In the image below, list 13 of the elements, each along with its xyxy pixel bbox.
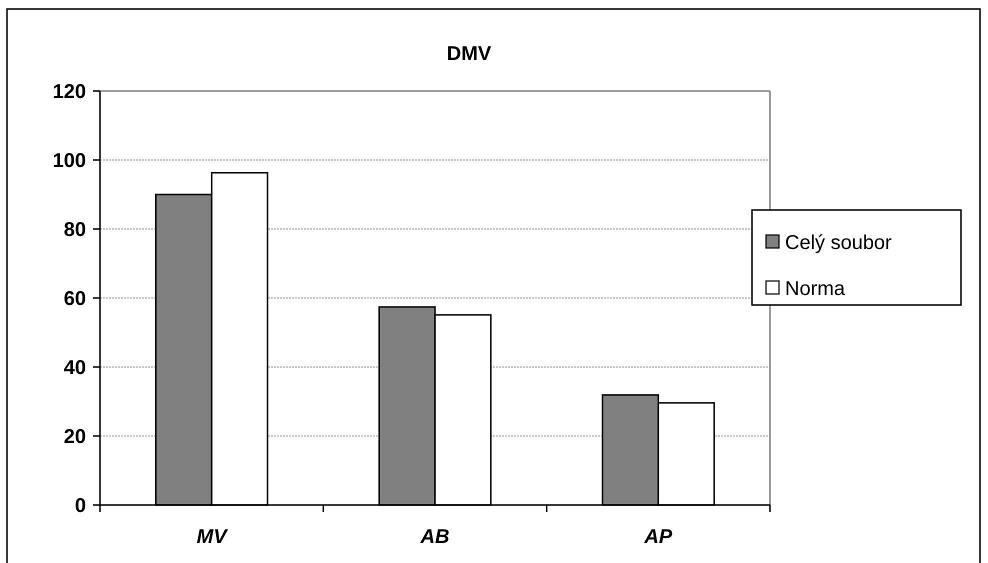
y-tick-label: 40 [64, 357, 86, 379]
legend-label: Norma [785, 278, 846, 300]
y-tick-label: 60 [64, 288, 86, 310]
y-tick-label: 120 [52, 81, 86, 103]
x-tick-label: MV [196, 526, 228, 548]
y-tick-label: 0 [74, 495, 86, 517]
y-tick-label: 80 [64, 219, 86, 241]
x-tick-label: AP [643, 526, 673, 548]
y-tick-label: 20 [64, 426, 86, 448]
y-tick-label: 100 [52, 150, 86, 172]
chart-title: DMV [446, 43, 492, 65]
legend-label: Celý soubor [785, 232, 892, 254]
x-tick-label: AB [420, 526, 450, 548]
